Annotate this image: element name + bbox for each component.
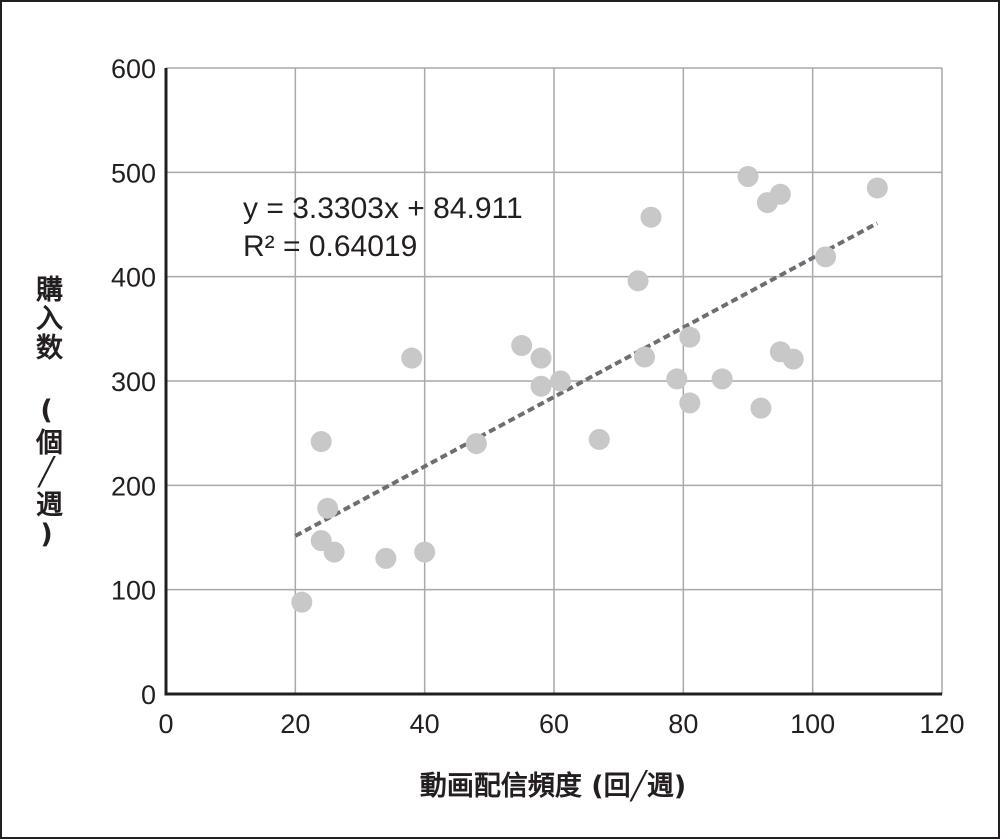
trendline: [294, 221, 879, 538]
data-point: [711, 368, 733, 390]
data-point: [666, 368, 688, 390]
y-axis-label: 購入数 (個╱週): [31, 275, 62, 552]
data-point: [530, 347, 552, 369]
r-squared-label: R² = 0.64019: [243, 230, 417, 263]
data-point: [465, 433, 487, 455]
y-tick-label: 100: [111, 576, 156, 606]
y-tick-label: 200: [111, 471, 156, 501]
data-point: [549, 370, 571, 392]
x-tick-label: 80: [668, 709, 698, 739]
data-point: [737, 166, 759, 188]
data-point: [679, 392, 701, 414]
y-tick-label: 300: [111, 367, 156, 397]
data-points: [291, 166, 888, 613]
data-point: [640, 206, 662, 228]
data-point: [291, 591, 313, 613]
data-point: [310, 431, 332, 453]
data-point: [815, 246, 837, 268]
data-point: [401, 347, 423, 369]
data-point: [317, 497, 339, 519]
x-tick-label: 40: [410, 709, 440, 739]
y-tick-label: 400: [111, 263, 156, 293]
tick-labels: 0 20 40 60 80 100 120 0 100 200 300 400 500 600: [111, 54, 965, 739]
x-tick-label: 60: [539, 709, 569, 739]
data-point: [627, 270, 649, 292]
data-point: [769, 183, 791, 205]
y-tick-label: 500: [111, 158, 156, 188]
axes: [164, 68, 942, 696]
data-point: [634, 346, 656, 368]
y-tick-label: 600: [111, 54, 156, 84]
x-tick-label: 100: [790, 709, 835, 739]
data-point: [414, 541, 436, 563]
data-point: [750, 397, 772, 419]
x-tick-label: 120: [919, 709, 964, 739]
data-point: [679, 326, 701, 348]
data-point: [530, 375, 552, 397]
data-point: [323, 541, 345, 563]
data-point: [588, 428, 610, 450]
x-axis-label: 動画配信頻度 (回╱週): [420, 769, 686, 802]
x-tick-label: 20: [280, 709, 310, 739]
trendline-layer: [294, 221, 879, 538]
y-tick-label: 0: [141, 680, 156, 710]
data-point: [866, 177, 888, 199]
data-point: [375, 547, 397, 569]
trendline-equation: y = 3.3303x + 84.911: [243, 192, 523, 225]
data-point: [511, 335, 533, 357]
x-tick-label: 0: [158, 709, 173, 739]
data-point: [782, 348, 804, 370]
